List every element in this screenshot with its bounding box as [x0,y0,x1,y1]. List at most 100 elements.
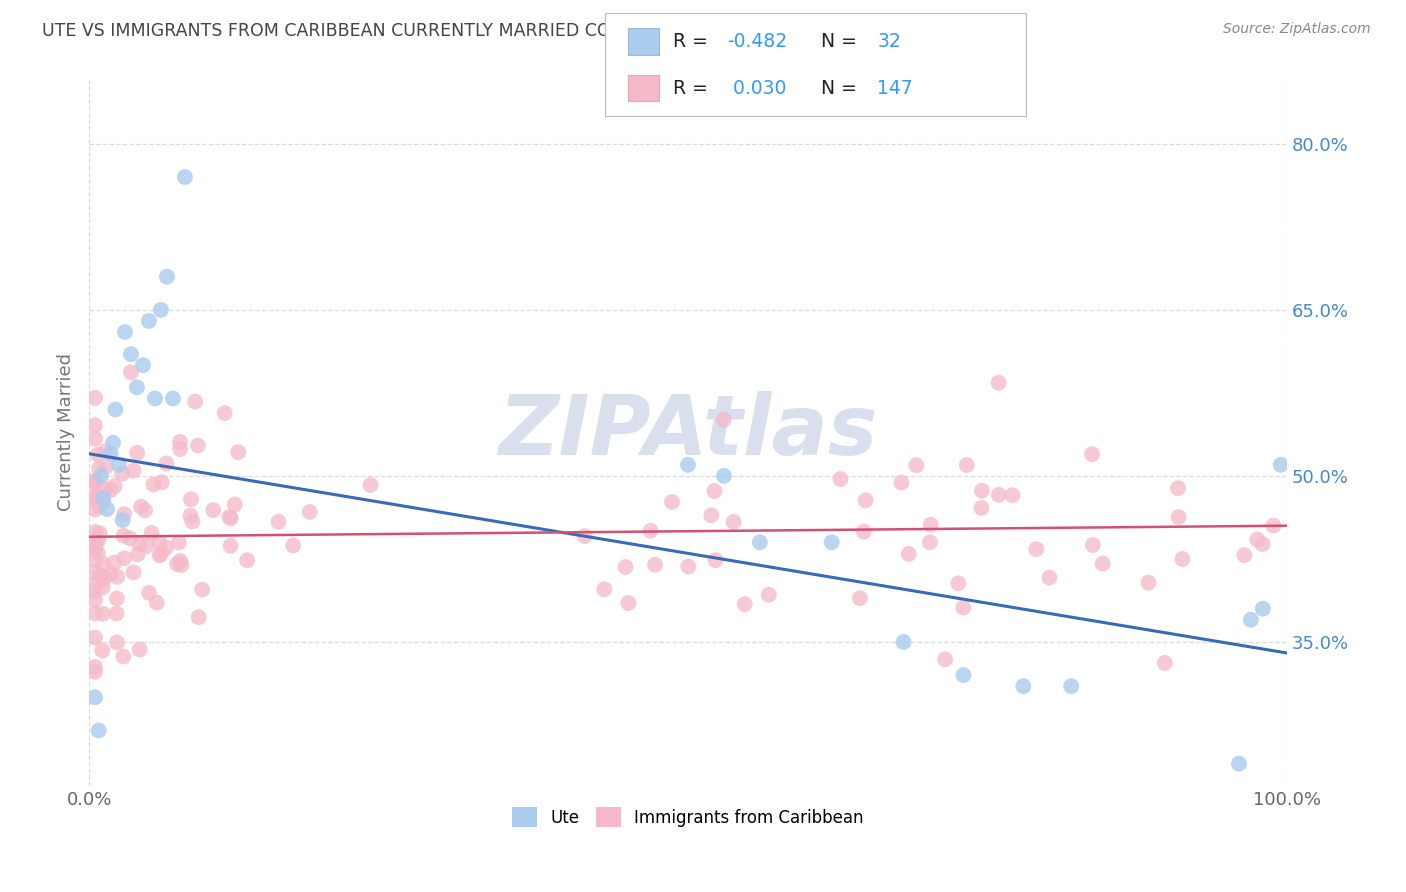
Point [141,525,163,540]
Point [125,380,148,394]
Point [169,434,191,449]
Text: R =: R = [673,32,714,51]
Point [952,600,974,615]
Point [1153,656,1175,670]
Point [149,302,172,317]
Point [162,392,184,406]
Point [84,592,107,607]
Point [100,566,122,581]
Point [93,573,115,587]
Point [84,543,107,558]
Point [100,483,122,497]
Point [84,535,107,549]
Point [84,473,107,487]
Point [87,533,110,548]
Point [94,459,117,474]
Point [678,559,700,574]
Point [830,472,852,486]
Point [281,538,304,552]
Point [93,491,115,505]
Point [84,502,107,516]
Point [89,499,111,513]
Legend: Ute, Immigrants from Caribbean: Ute, Immigrants from Caribbean [505,800,870,834]
Point [167,535,190,549]
Point [112,649,135,664]
Point [155,541,177,555]
Point [734,597,756,611]
Point [104,479,127,493]
Point [112,529,135,543]
Point [108,458,131,472]
Point [84,553,107,567]
Point [105,570,128,584]
Point [84,391,107,405]
Point [111,513,134,527]
Point [120,365,142,379]
Point [138,314,160,328]
Point [267,515,290,529]
Point [219,511,242,525]
Point [713,413,735,427]
Point [970,483,993,498]
Point [849,591,872,606]
Point [1240,613,1263,627]
Point [87,461,110,475]
Point [128,537,150,551]
Point [187,438,209,452]
Point [1081,538,1104,552]
Point [84,539,107,553]
Point [122,464,145,478]
Point [84,607,107,621]
Point [111,467,134,481]
Point [120,532,142,546]
Point [855,493,877,508]
Point [149,549,172,563]
Point [905,458,928,473]
Point [91,557,114,571]
Point [84,577,107,591]
Point [1270,458,1292,472]
Point [821,535,844,549]
Point [236,553,259,567]
Point [129,500,152,514]
Point [93,482,115,496]
Point [112,507,135,521]
Point [101,435,124,450]
Point [970,500,993,515]
Point [105,607,128,621]
Point [91,581,114,595]
Text: -0.482: -0.482 [727,32,787,51]
Point [105,591,128,606]
Point [1251,601,1274,615]
Point [112,551,135,566]
Point [224,498,246,512]
Point [700,508,723,523]
Point [84,566,107,580]
Point [360,478,382,492]
Point [127,446,149,460]
Point [84,489,107,503]
Point [184,394,207,409]
Point [614,560,637,574]
Point [84,584,107,599]
Point [103,556,125,570]
Point [219,539,242,553]
Text: N =: N = [821,78,863,97]
Point [91,494,114,508]
Text: UTE VS IMMIGRANTS FROM CARIBBEAN CURRENTLY MARRIED CORRELATION CHART: UTE VS IMMIGRANTS FROM CARIBBEAN CURRENT… [42,22,773,40]
Point [180,492,202,507]
Point [1246,533,1268,547]
Point [1233,548,1256,562]
Point [758,588,780,602]
Point [87,723,110,738]
Point [661,495,683,509]
Point [1263,518,1285,533]
Point [214,406,236,420]
Text: 0.030: 0.030 [727,78,786,97]
Point [84,475,107,489]
Point [191,582,214,597]
Point [1167,481,1189,495]
Point [155,457,177,471]
Point [918,535,941,549]
Point [148,535,170,549]
